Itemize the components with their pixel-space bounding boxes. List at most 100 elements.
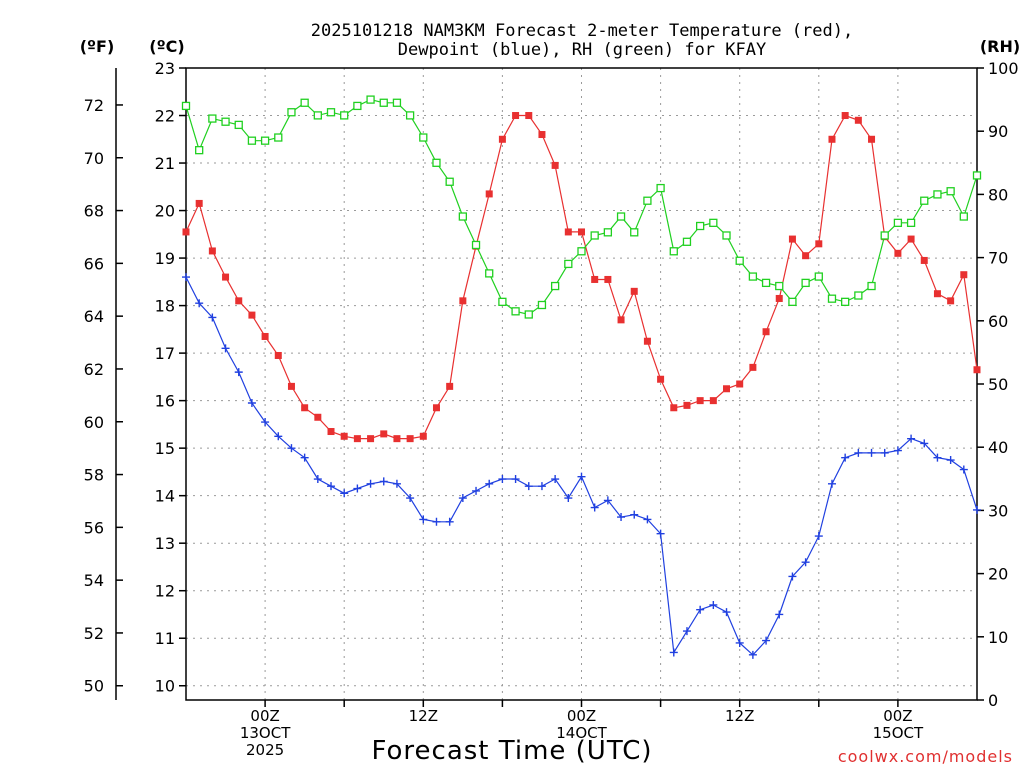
rh-point: [313, 111, 322, 120]
gridlines: [186, 67, 977, 700]
celsius-tick-label: 13: [155, 534, 175, 553]
dewpoint-point: [406, 494, 415, 503]
rh-point: [893, 218, 903, 227]
2-meter-temperature-point: [907, 235, 915, 243]
celsius-tick-label: 21: [155, 154, 175, 173]
fahrenheit-tick-label: 62: [84, 360, 104, 379]
dewpoint-point: [392, 479, 401, 488]
rh-point: [880, 231, 889, 240]
dewpoint-point: [577, 472, 586, 481]
dewpoint-point: [735, 638, 744, 647]
x-tick-label: 12Z: [725, 707, 754, 725]
celsius-tick-label: 11: [155, 629, 175, 648]
2-meter-temperature-point: [340, 432, 348, 440]
2-meter-temperature-point: [670, 404, 678, 412]
2-meter-temperature-point: [538, 131, 546, 139]
dewpoint-point: [221, 344, 230, 353]
dewpoint-point: [696, 605, 705, 614]
x-tick-label: 12Z: [409, 707, 438, 725]
fahrenheit-tick-label: 72: [84, 96, 104, 115]
2-meter-temperature-point: [920, 256, 928, 264]
dewpoint-point: [327, 482, 336, 491]
rh-point: [748, 272, 758, 281]
dewpoint-point: [814, 532, 823, 541]
rh-point: [181, 101, 191, 111]
dewpoint-point: [261, 418, 270, 427]
rh-point: [946, 187, 955, 196]
rh-point: [340, 111, 349, 120]
dewpoint-point: [722, 608, 731, 617]
x-tick-label: 00Z: [250, 707, 279, 725]
dewpoint-point: [432, 517, 441, 526]
chart-title-line-2: Dewpoint (blue), RH (green) for KFAY: [398, 40, 766, 60]
rh-point: [603, 228, 613, 237]
2-meter-temperature-point: [578, 228, 585, 236]
celsius-tick-label: 19: [155, 249, 175, 268]
2-meter-temperature-point: [749, 363, 757, 371]
celsius-tick-label: 18: [155, 297, 175, 316]
rh-point: [471, 240, 481, 250]
2-meter-temperature-point: [419, 432, 427, 440]
dewpoint-point: [709, 600, 718, 609]
dewpoint-point: [366, 479, 375, 488]
dewpoint-point: [551, 475, 560, 484]
rh-point: [353, 101, 362, 111]
dewpoint-point: [472, 486, 481, 495]
dewpoint-point: [762, 636, 771, 645]
rh-point: [775, 281, 784, 291]
dewpoint-point: [274, 432, 283, 441]
rh-point: [524, 310, 533, 319]
rh-tick-label: 80: [988, 185, 1008, 204]
rh-point: [326, 108, 336, 117]
dewpoint-point: [933, 453, 942, 462]
dewpoint-point: [893, 446, 902, 455]
rh-point: [419, 133, 428, 142]
rh-tick-label: 40: [988, 438, 1008, 457]
2-meter-temperature-point: [485, 190, 493, 198]
rh-point: [392, 98, 402, 107]
2-meter-temperature-point: [828, 135, 836, 143]
dewpoint-point: [946, 456, 955, 465]
2-meter-temperature-point: [287, 382, 295, 390]
rh-point: [854, 291, 863, 300]
2-meter-temperature-point: [551, 161, 559, 169]
dewpoint-point: [617, 513, 626, 522]
rh-point: [366, 95, 375, 104]
dewpoint-point: [630, 510, 639, 519]
celsius-tick-label: 12: [155, 582, 175, 601]
2-meter-temperature-point: [406, 435, 414, 443]
chart-title-line-1: 2025101218 NAM3KM Forecast 2-meter Tempe…: [311, 21, 853, 41]
rh-point: [234, 120, 243, 130]
rh-point: [498, 297, 507, 306]
2-meter-temperature-point: [683, 401, 691, 409]
fahrenheit-unit-label: (ºF): [80, 37, 115, 56]
rh-point: [788, 297, 797, 306]
2-meter-temperature-point: [327, 428, 335, 436]
rh-tick-label: 100: [988, 59, 1019, 78]
2-meter-temperature-point: [248, 311, 256, 319]
2-meter-temperature-point: [432, 404, 440, 412]
rh-point: [709, 218, 718, 227]
2-meter-temperature-point: [380, 430, 388, 438]
x-axis-label: Forecast Time (UTC): [371, 736, 652, 766]
rh-tick-label: 50: [988, 375, 1008, 394]
fahrenheit-tick-label: 54: [84, 571, 104, 590]
dewpoint-point: [748, 650, 757, 659]
2-meter-temperature-point: [367, 435, 375, 443]
x-tick-label: 14OCT: [556, 724, 607, 742]
dewpoint-point: [973, 505, 981, 514]
rh-point: [656, 183, 665, 193]
fahrenheit-tick-label: 52: [84, 624, 104, 643]
2-meter-temperature-point: [274, 351, 282, 359]
rh-point: [696, 221, 705, 231]
rh-tick-label: 60: [988, 312, 1008, 331]
2-meter-temperature-point: [525, 112, 533, 120]
rh-point: [550, 281, 560, 291]
dewpoint-point: [511, 475, 520, 484]
rh-point: [458, 212, 468, 221]
2-meter-temperature-point: [604, 275, 612, 283]
2-meter-temperature-point: [973, 366, 981, 374]
celsius-tick-label: 14: [155, 487, 175, 506]
rh-point: [537, 300, 547, 310]
rh-point: [432, 158, 441, 167]
